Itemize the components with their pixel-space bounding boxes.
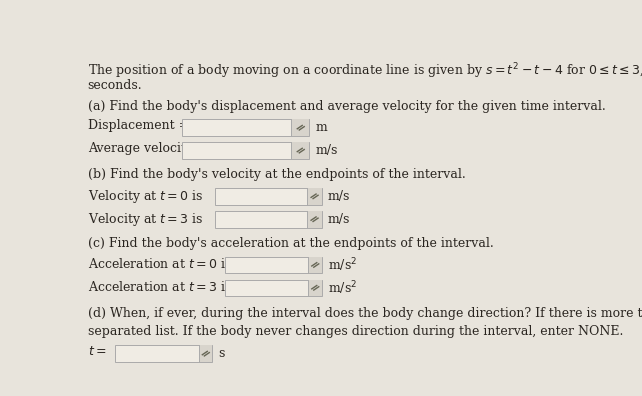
- Text: The position of a body moving on a coordinate line is given by $s = t^2 - t - 4$: The position of a body moving on a coord…: [88, 61, 642, 81]
- Bar: [225, 280, 322, 296]
- Text: Velocity at $t = 0$ is: Velocity at $t = 0$ is: [88, 188, 204, 205]
- Bar: [198, 345, 212, 362]
- Text: Velocity at $t = 3$ is: Velocity at $t = 3$ is: [88, 211, 204, 228]
- Bar: [291, 142, 309, 159]
- Bar: [214, 188, 322, 205]
- Bar: [308, 257, 322, 274]
- Text: Displacement =: Displacement =: [88, 120, 193, 133]
- Text: m/s$^2$: m/s$^2$: [327, 279, 357, 297]
- Bar: [225, 257, 322, 274]
- Text: separated list. If the body never changes direction during the interval, enter N: separated list. If the body never change…: [88, 325, 623, 338]
- Bar: [182, 142, 309, 159]
- Text: (a) Find the body's displacement and average velocity for the given time interva: (a) Find the body's displacement and ave…: [88, 100, 605, 112]
- Bar: [308, 280, 322, 296]
- Text: seconds.: seconds.: [88, 79, 143, 92]
- Bar: [307, 188, 322, 205]
- Bar: [307, 211, 322, 228]
- Text: Acceleration at $t = 0$ is: Acceleration at $t = 0$ is: [88, 257, 232, 271]
- Text: s: s: [218, 347, 225, 360]
- Text: Acceleration at $t = 3$ is: Acceleration at $t = 3$ is: [88, 280, 232, 293]
- Bar: [214, 211, 322, 228]
- Text: (d) When, if ever, during the interval does the body change direction? If there : (d) When, if ever, during the interval d…: [88, 307, 642, 320]
- Text: m/s$^2$: m/s$^2$: [327, 256, 357, 274]
- Text: m/s: m/s: [327, 213, 350, 226]
- Text: $t = $: $t = $: [88, 345, 107, 358]
- Text: Average velocity =: Average velocity =: [88, 142, 211, 155]
- Bar: [115, 345, 212, 362]
- Bar: [291, 120, 309, 136]
- Text: (c) Find the body's acceleration at the endpoints of the interval.: (c) Find the body's acceleration at the …: [88, 237, 494, 250]
- Text: m/s: m/s: [327, 190, 350, 203]
- Text: m/s: m/s: [315, 144, 338, 157]
- Bar: [182, 120, 309, 136]
- Text: m: m: [315, 121, 327, 134]
- Text: (b) Find the body's velocity at the endpoints of the interval.: (b) Find the body's velocity at the endp…: [88, 168, 465, 181]
